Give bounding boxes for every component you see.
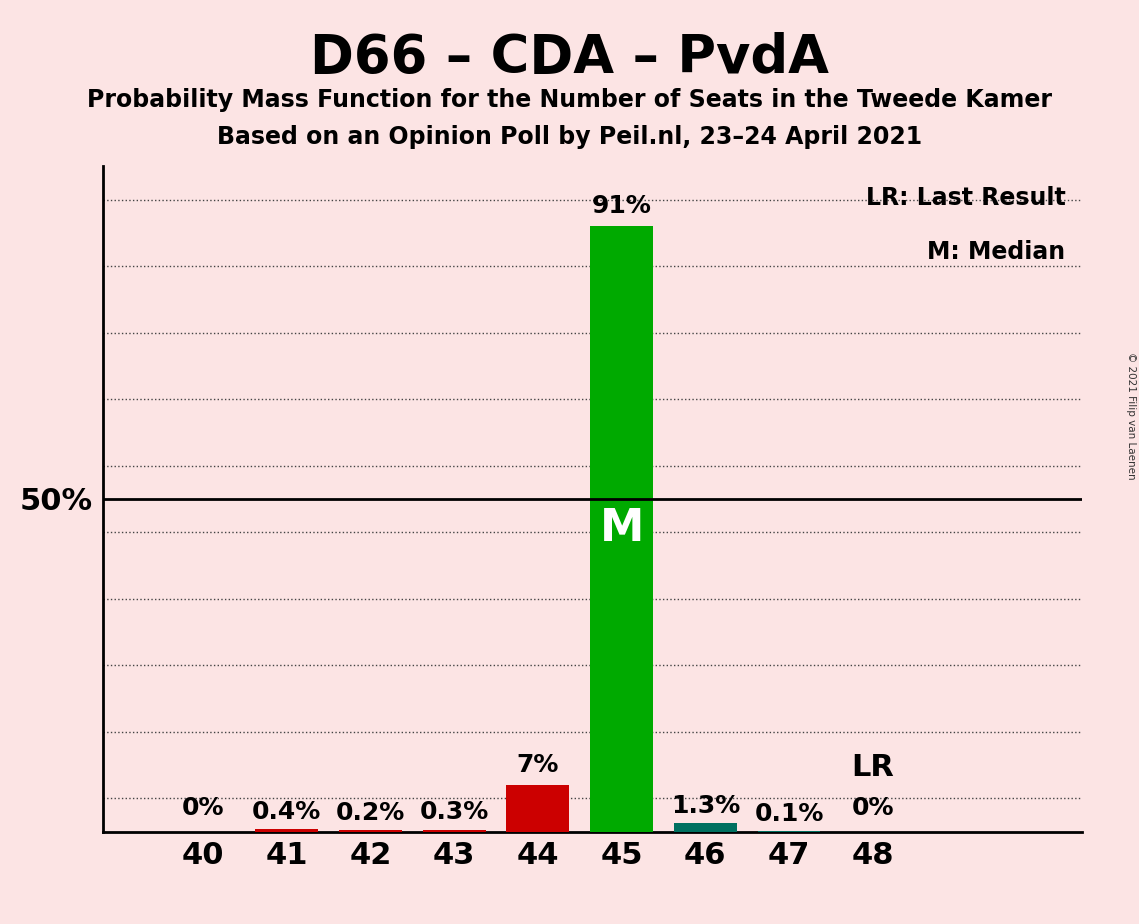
Text: M: Median: M: Median bbox=[927, 239, 1065, 263]
Text: Probability Mass Function for the Number of Seats in the Tweede Kamer: Probability Mass Function for the Number… bbox=[87, 88, 1052, 112]
Text: 7%: 7% bbox=[517, 753, 559, 777]
Text: © 2021 Filip van Laenen: © 2021 Filip van Laenen bbox=[1126, 352, 1136, 480]
Bar bbox=[339, 831, 402, 832]
Text: LR: LR bbox=[851, 753, 894, 782]
Text: 91%: 91% bbox=[591, 194, 652, 218]
Bar bbox=[590, 226, 653, 832]
Text: 0%: 0% bbox=[852, 796, 894, 820]
Text: 0.4%: 0.4% bbox=[252, 799, 321, 823]
Text: D66 – CDA – PvdA: D66 – CDA – PvdA bbox=[310, 32, 829, 84]
Text: M: M bbox=[599, 507, 644, 551]
Bar bbox=[423, 830, 485, 832]
Bar bbox=[255, 829, 318, 832]
Text: 0.3%: 0.3% bbox=[419, 800, 489, 824]
Text: 0.2%: 0.2% bbox=[336, 801, 405, 825]
Text: 0%: 0% bbox=[182, 796, 224, 820]
Text: Based on an Opinion Poll by Peil.nl, 23–24 April 2021: Based on an Opinion Poll by Peil.nl, 23–… bbox=[216, 125, 923, 149]
Text: 0.1%: 0.1% bbox=[754, 802, 823, 826]
Text: 1.3%: 1.3% bbox=[671, 794, 740, 818]
Bar bbox=[674, 823, 737, 832]
Bar bbox=[507, 785, 570, 832]
Text: LR: Last Result: LR: Last Result bbox=[866, 187, 1065, 211]
